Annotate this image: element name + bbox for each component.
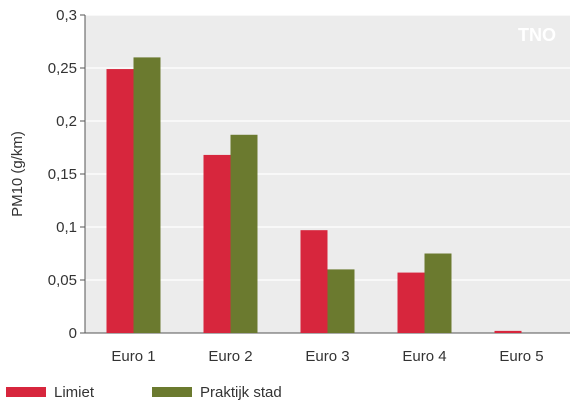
- x-tick-label: Euro 5: [499, 348, 543, 365]
- bar-limiet-euro-1: [106, 69, 134, 333]
- bar-limiet-euro-4: [397, 272, 425, 333]
- bar-limiet-euro-5: [494, 330, 522, 333]
- watermark-logo: TNO: [518, 25, 556, 45]
- bar-praktijk-stad-euro-1: [133, 57, 161, 334]
- x-tick-label: Euro 4: [402, 348, 446, 365]
- x-tick-label: Euro 3: [305, 348, 349, 365]
- y-tick-label: 0,15: [48, 166, 77, 183]
- bar-praktijk-stad-euro-4: [424, 253, 452, 333]
- bar-praktijk-stad-euro-2: [230, 134, 258, 333]
- bar-praktijk-stad-euro-3: [327, 269, 355, 333]
- y-axis-label: PM10 (g/km): [9, 131, 26, 217]
- legend-label: Limiet: [54, 384, 95, 401]
- legend-swatch: [152, 387, 192, 397]
- y-tick-label: 0,3: [56, 7, 77, 24]
- legend-label: Praktijk stad: [200, 384, 282, 401]
- y-tick-label: 0,1: [56, 219, 77, 236]
- y-tick-label: 0: [69, 325, 77, 342]
- bar-limiet-euro-2: [203, 154, 231, 333]
- x-tick-label: Euro 2: [208, 348, 252, 365]
- y-tick-label: 0,05: [48, 272, 77, 289]
- y-tick-label: 0,2: [56, 113, 77, 130]
- legend-swatch: [6, 387, 46, 397]
- x-tick-label: Euro 1: [111, 348, 155, 365]
- bar-limiet-euro-3: [300, 230, 328, 333]
- y-tick-label: 0,25: [48, 60, 77, 77]
